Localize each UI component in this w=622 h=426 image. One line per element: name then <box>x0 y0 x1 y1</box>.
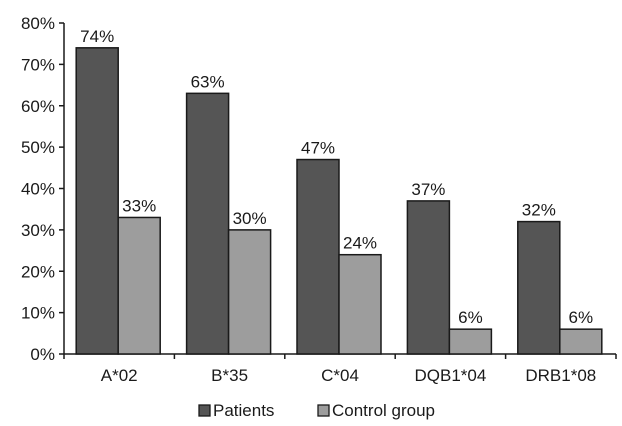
y-tick-label: 30% <box>21 221 55 240</box>
bar-control-group <box>338 253 382 355</box>
y-tick-label: 0% <box>30 345 55 364</box>
legend-swatch <box>317 404 330 417</box>
data-label: 37% <box>411 180 445 199</box>
x-category-label: A*02 <box>101 366 138 385</box>
legend-label: Patients <box>213 401 274 420</box>
x-axis: A*02 B*35 C*04 DQB1*04 DRB1*08 <box>63 353 617 385</box>
data-label: 24% <box>343 234 377 253</box>
y-tick-label: 60% <box>21 97 55 116</box>
bars: 74% 33% 63% 30% 47% 24% 37% 6% 32% 6% <box>75 27 603 355</box>
y-tick-label: 70% <box>21 55 55 74</box>
data-label: 74% <box>80 27 114 46</box>
data-label: 63% <box>191 72 225 91</box>
bar-patients <box>185 92 230 355</box>
y-tick-label: 10% <box>21 304 55 323</box>
data-label: 47% <box>301 139 335 158</box>
bar-control-group <box>227 229 272 355</box>
legend-swatch <box>198 404 211 417</box>
x-category-label: B*35 <box>211 366 248 385</box>
data-label: 6% <box>458 308 483 327</box>
data-label: 32% <box>522 201 556 220</box>
data-label: 30% <box>233 209 267 228</box>
y-tick-label: 50% <box>21 138 55 157</box>
legend: Patients Control group <box>198 401 435 420</box>
x-category-label: DQB1*04 <box>414 366 486 385</box>
bar-control-group <box>448 328 493 355</box>
bar-patients <box>75 47 119 355</box>
y-axis: 0% 10% 20% 30% 40% 50% 60% 70% 80% <box>21 14 65 364</box>
y-tick-label: 80% <box>21 14 55 33</box>
x-category-label: C*04 <box>321 366 359 385</box>
bar-control-group <box>117 216 161 355</box>
bar-patients <box>296 158 340 355</box>
x-category-label: DRB1*08 <box>525 366 596 385</box>
data-label: 33% <box>122 196 156 215</box>
legend-label: Control group <box>332 401 435 420</box>
data-label: 6% <box>569 308 594 327</box>
y-tick-label: 40% <box>21 180 55 199</box>
bar-patients <box>406 200 451 355</box>
bar-patients <box>517 220 561 355</box>
y-tick-label: 20% <box>21 262 55 281</box>
bar-control-group <box>559 328 603 355</box>
